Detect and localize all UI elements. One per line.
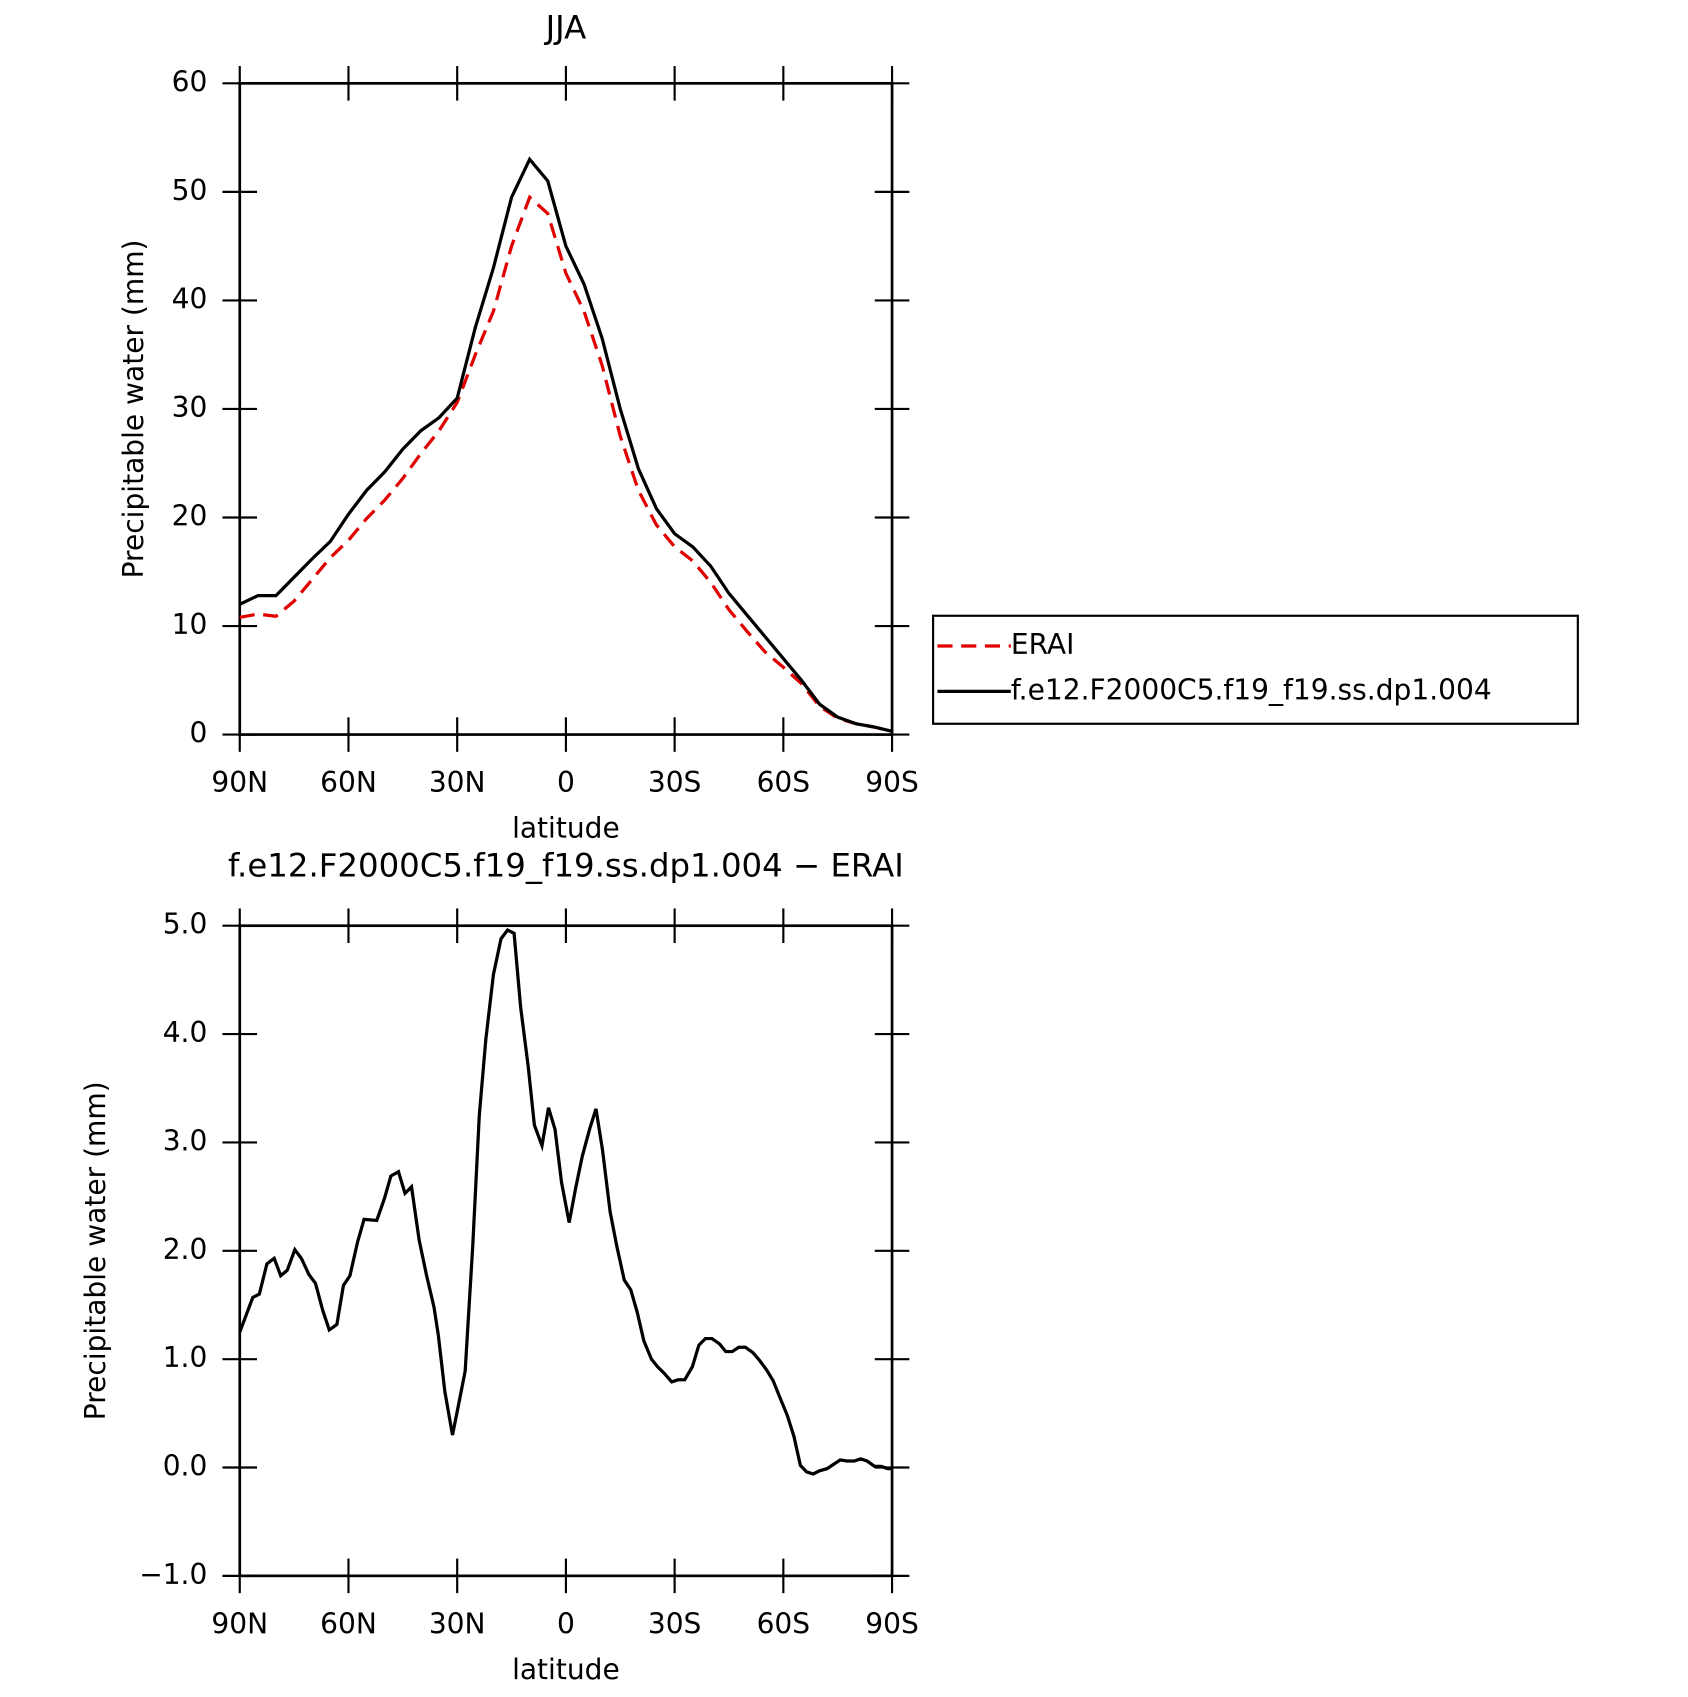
legend-label: ERAI — [1011, 628, 1075, 661]
y-tick-label: −1.0 — [139, 1558, 207, 1591]
y-axis-label: Precipitable water (mm) — [117, 240, 150, 579]
x-tick-label: 0 — [557, 766, 575, 799]
x-tick-label: 30N — [429, 766, 486, 799]
x-tick-label: 30S — [648, 766, 702, 799]
x-tick-label: 90S — [865, 1608, 919, 1641]
legend-box — [932, 614, 1579, 725]
x-tick-label: 60N — [320, 766, 377, 799]
y-tick-label: 0.0 — [163, 1450, 208, 1483]
x-axis-label: latitude — [512, 812, 620, 845]
x-tick-label: 90N — [211, 766, 268, 799]
x-tick-label: 30S — [648, 1608, 702, 1641]
y-tick-label: 20 — [172, 499, 208, 532]
legend-label: f.e12.F2000C5.f19_f19.ss.dp1.004 — [1011, 673, 1492, 706]
series-line — [239, 194, 893, 733]
y-tick-label: 5.0 — [163, 908, 208, 941]
chart-title: f.e12.F2000C5.f19_f19.ss.dp1.004 − ERAI — [228, 846, 904, 884]
x-tick-label: 60S — [757, 1608, 811, 1641]
x-axis-label: latitude — [512, 1653, 620, 1686]
x-tick-label: 0 — [557, 1608, 575, 1641]
x-tick-label: 90S — [865, 766, 919, 799]
y-tick-label: 30 — [172, 391, 208, 424]
plot-frame — [238, 924, 894, 1578]
y-tick-label: 40 — [172, 282, 208, 315]
x-tick-label: 90N — [211, 1608, 268, 1641]
y-tick-label: 3.0 — [163, 1124, 208, 1157]
y-tick-label: 2.0 — [163, 1233, 208, 1266]
y-tick-label: 1.0 — [163, 1341, 208, 1374]
x-tick-label: 30N — [429, 1608, 486, 1641]
y-tick-label: 60 — [172, 65, 208, 98]
series-line — [239, 156, 893, 733]
chart-title: JJA — [544, 8, 587, 46]
y-tick-label: 0 — [189, 717, 207, 750]
series-line — [238, 927, 893, 1476]
y-axis-label: Precipitable water (mm) — [79, 1081, 112, 1420]
x-tick-label: 60S — [757, 766, 811, 799]
y-tick-label: 10 — [172, 608, 208, 641]
x-tick-label: 60N — [320, 1608, 377, 1641]
y-tick-label: 4.0 — [163, 1016, 208, 1049]
plot-frame — [238, 81, 894, 736]
y-tick-label: 50 — [172, 174, 208, 207]
